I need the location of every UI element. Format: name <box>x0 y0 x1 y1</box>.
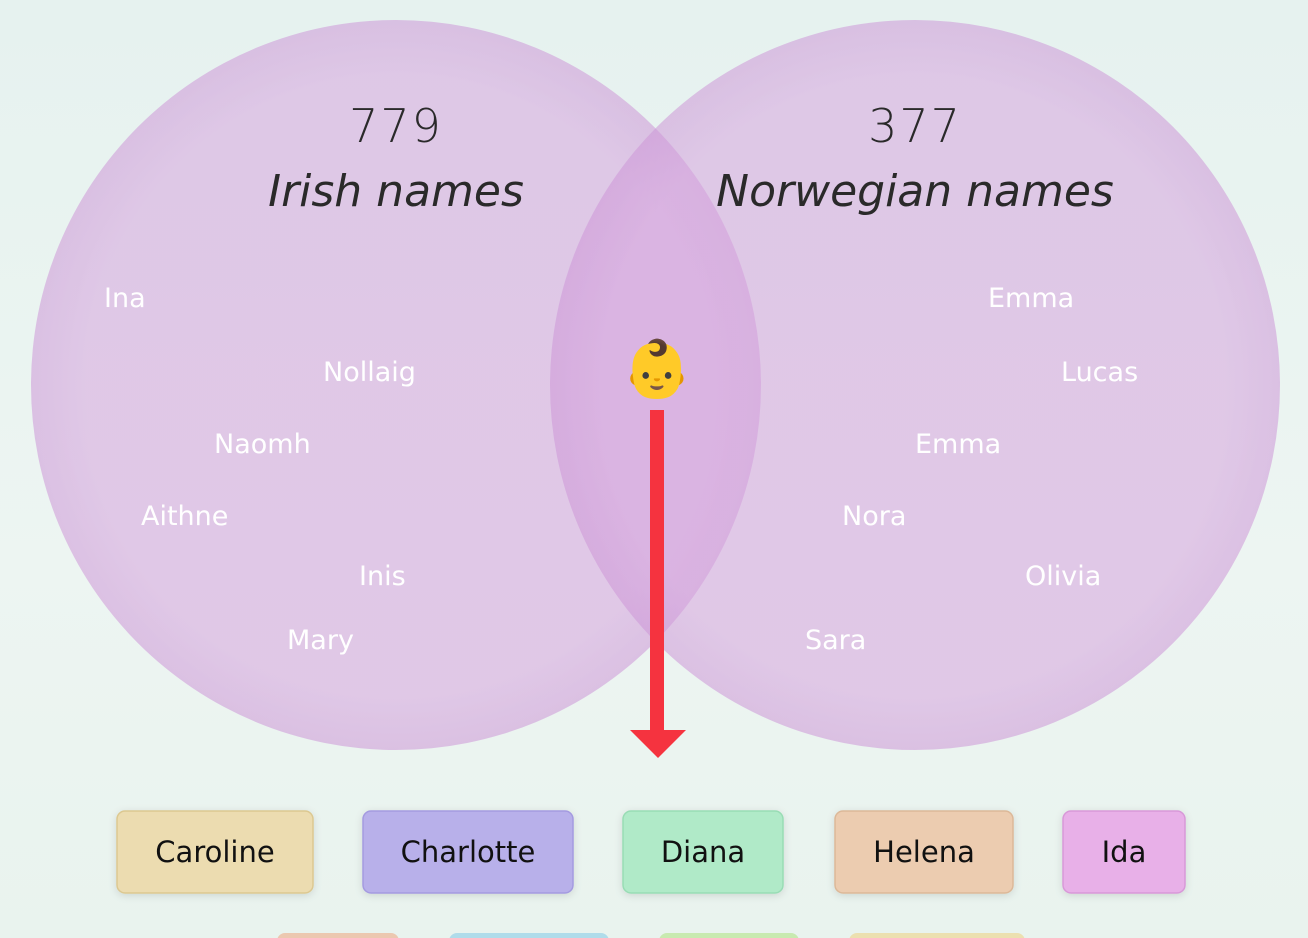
arrow-head <box>630 730 686 758</box>
right-count: 377 <box>868 99 962 153</box>
right-circle <box>550 20 1280 750</box>
chip <box>277 933 399 938</box>
chip[interactable] <box>116 810 314 894</box>
chip-label: Helena <box>873 835 975 869</box>
chip[interactable] <box>834 810 1014 894</box>
chip <box>849 933 1025 938</box>
name: Mary <box>287 625 354 656</box>
left-count: 779 <box>349 99 443 153</box>
name: Inis <box>359 561 406 592</box>
left-circle <box>31 20 761 750</box>
name: Emma <box>915 429 1001 460</box>
name: Naomh <box>214 429 311 460</box>
arrow-shaft <box>650 410 664 732</box>
left-label: Irish names <box>268 166 524 217</box>
chip <box>659 933 799 938</box>
name: Emma <box>988 283 1074 314</box>
name: Aithne <box>141 501 228 532</box>
chip-label: Charlotte <box>401 835 536 869</box>
chip[interactable] <box>1062 810 1186 894</box>
chip <box>449 933 609 938</box>
chip[interactable] <box>362 810 574 894</box>
chip-label: Ida <box>1102 835 1147 869</box>
name: Lucas <box>1061 357 1138 388</box>
name: Nora <box>842 501 906 532</box>
chip[interactable] <box>622 810 784 894</box>
name: Olivia <box>1025 561 1101 592</box>
baby-icon: 👶 <box>622 337 692 402</box>
name: Nollaig <box>323 357 416 388</box>
name: Ina <box>104 283 146 314</box>
chip-label: Caroline <box>155 835 274 869</box>
partial-chips <box>277 933 1025 938</box>
name: Sara <box>805 625 866 656</box>
chip-label: Diana <box>661 835 745 869</box>
right-label: Norwegian names <box>716 166 1114 217</box>
